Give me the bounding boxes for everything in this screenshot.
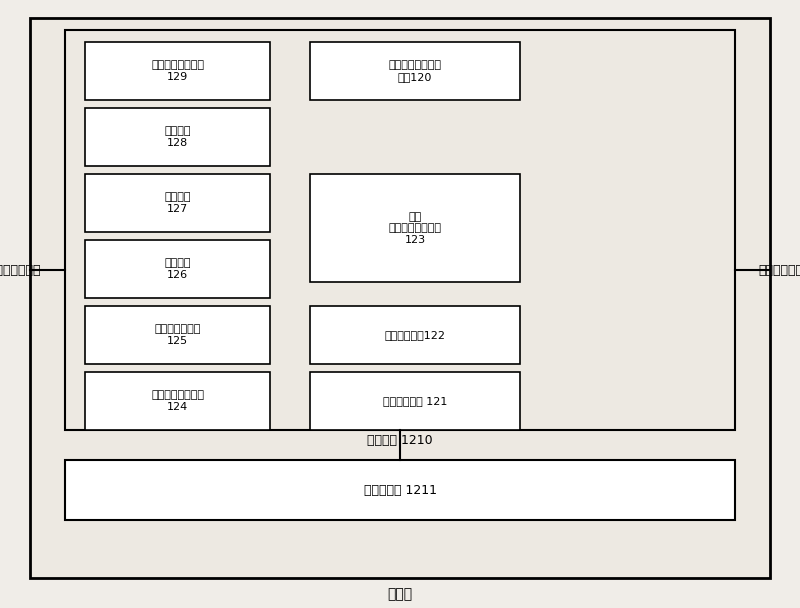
- Bar: [65, 460, 735, 520]
- Text: 下一跳节点设备: 下一跳节点设备: [758, 263, 800, 277]
- Bar: [85, 372, 270, 430]
- Text: 预更新处理单元
125: 预更新处理单元 125: [154, 324, 201, 346]
- Text: 重传次数判断单元
129: 重传次数判断单元 129: [151, 60, 204, 82]
- Bar: [310, 306, 520, 364]
- Text: 路由数据库 1211: 路由数据库 1211: [363, 483, 437, 497]
- Text: 重传单元
128: 重传单元 128: [164, 126, 190, 148]
- Text: 中继站: 中继站: [387, 587, 413, 601]
- Bar: [65, 30, 735, 430]
- Bar: [310, 42, 520, 100]
- Text: 更新消息生成单元
124: 更新消息生成单元 124: [151, 390, 204, 412]
- Bar: [85, 306, 270, 364]
- Text: 第二处理单元 121: 第二处理单元 121: [383, 396, 447, 406]
- Text: 激活单元
127: 激活单元 127: [164, 192, 190, 214]
- Text: 第二
业务质量控制单元
123: 第二 业务质量控制单元 123: [389, 212, 442, 245]
- Bar: [85, 108, 270, 166]
- Bar: [85, 174, 270, 232]
- Text: 传输单元
126: 传输单元 126: [164, 258, 190, 280]
- Text: 第二发送单元122: 第二发送单元122: [385, 330, 446, 340]
- Text: 路由更新反馈单元
单元120: 路由更新反馈单元 单元120: [389, 60, 442, 82]
- Bar: [85, 240, 270, 298]
- Bar: [310, 372, 520, 430]
- Text: 路由装置 1210: 路由装置 1210: [367, 434, 433, 446]
- Bar: [85, 42, 270, 100]
- Text: 上一跳节点设备: 上一跳节点设备: [0, 263, 42, 277]
- Bar: [310, 174, 520, 282]
